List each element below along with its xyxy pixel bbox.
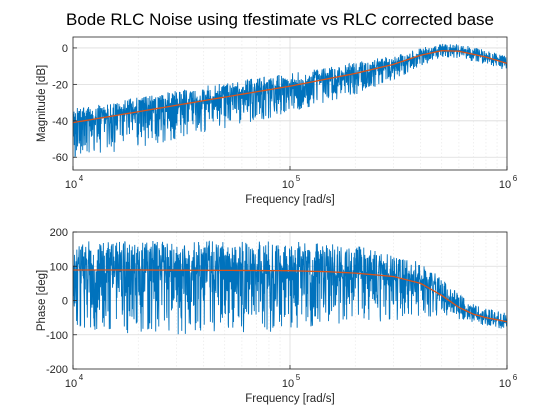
magnitude-x-tick-exponent: 6 (513, 174, 518, 183)
phase-reference-series (73, 269, 507, 323)
phase-y-tick-label: -100 (46, 330, 68, 342)
magnitude-x-tick-label: 10 (499, 179, 511, 191)
magnitude-x-axis-label: Frequency [rad/s] (245, 194, 334, 206)
magnitude-y-tick-label: -60 (52, 152, 68, 164)
phase-y-tick-label: 100 (50, 261, 68, 273)
magnitude-y-tick-label: -20 (52, 79, 68, 91)
magnitude-reference-series (73, 50, 507, 124)
magnitude-x-tick-label: 10 (65, 179, 77, 191)
magnitude-x-tick-exponent: 5 (296, 174, 301, 183)
phase-x-tick-label: 10 (282, 378, 294, 390)
magnitude-y-axis-label: Magnitude [dB] (36, 65, 48, 142)
phase-y-tick-label: 0 (62, 296, 68, 308)
phase-y-tick-label: 200 (50, 227, 68, 239)
phase-y-tick-label: -200 (46, 364, 68, 376)
phase-x-tick-label: 10 (65, 378, 77, 390)
magnitude-y-tick-label: -40 (52, 116, 68, 128)
phase-x-tick-exponent: 6 (513, 373, 518, 382)
phase-x-tick-exponent: 5 (296, 373, 301, 382)
phase-x-tick-exponent: 4 (79, 373, 84, 382)
phase-measured-series (73, 240, 507, 335)
phase-y-axis-label: Phase [deg] (36, 270, 48, 331)
figure-title: Bode RLC Noise using tfestimate vs RLC c… (66, 10, 494, 29)
phase-x-tick-label: 10 (499, 378, 511, 390)
magnitude-x-tick-exponent: 4 (79, 174, 84, 183)
magnitude-y-tick-label: 0 (62, 43, 68, 55)
magnitude-x-tick-label: 10 (282, 179, 294, 191)
phase-x-axis-label: Frequency [rad/s] (245, 393, 334, 405)
